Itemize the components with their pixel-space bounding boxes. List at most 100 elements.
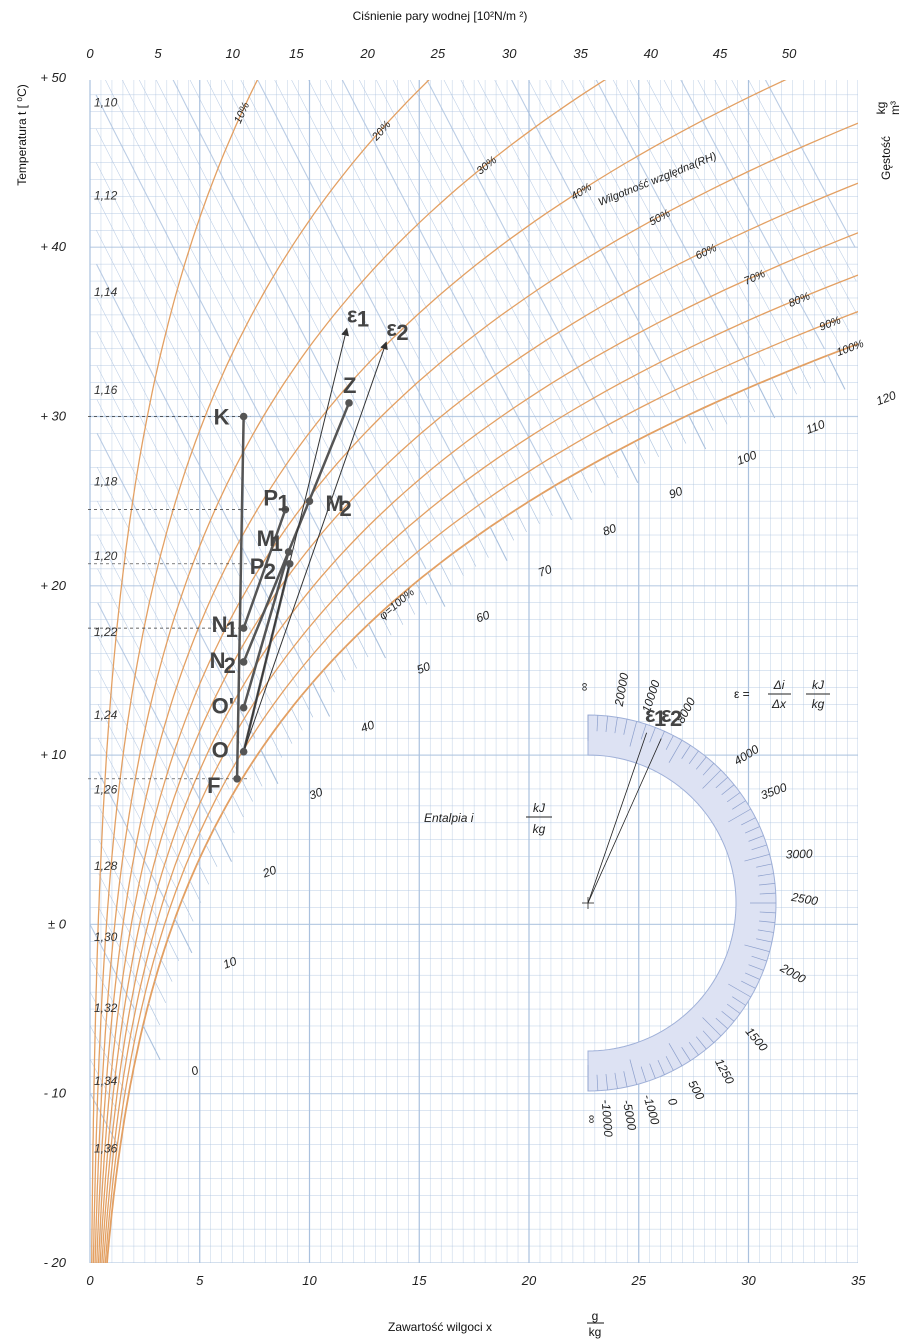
density-label: 1,16	[94, 383, 118, 397]
enthalpy-grid-line	[155, 80, 409, 570]
enthalpy-grid-line	[358, 80, 563, 468]
protractor-eps2-sub: 2	[670, 706, 682, 731]
enthalpy-tick	[312, 682, 331, 717]
protractor-tick	[757, 929, 774, 933]
protractor-tick	[759, 892, 776, 895]
protractor-band	[587, 714, 777, 1092]
protractor-tick	[605, 715, 608, 732]
x-tick-label: 20	[521, 1273, 537, 1288]
point-label: Z	[343, 373, 356, 398]
protractor-tick	[744, 854, 770, 862]
enthalpy-tick	[743, 389, 756, 413]
rh-label-90: 90%	[818, 314, 843, 333]
enthalpy-grid-line	[460, 80, 648, 434]
enthalpy-grid-line	[189, 80, 435, 553]
top-tick-label: 35	[573, 46, 588, 61]
enthalpy-tick-label: 90	[667, 484, 685, 502]
protractor-tick	[756, 938, 772, 943]
protractor-tick	[757, 873, 774, 877]
enthalpy-grid-line	[97, 568, 221, 807]
enthalpy-grid-line	[764, 80, 856, 248]
enthalpy-scale: 0 10 20 30 40 50 60 70 80 90 100 110 120	[142, 355, 898, 1078]
enthalpy-grid-line	[96, 263, 307, 671]
enthalpy-label: Entalpia i	[424, 811, 474, 825]
protractor-tick	[702, 769, 722, 789]
enthalpy-unit-den: kg	[533, 822, 546, 836]
enthalpy-tick	[223, 810, 235, 834]
enthalpy-grid-line	[629, 80, 783, 366]
density-label: 1,28	[94, 859, 118, 873]
relative-humidity-curves	[91, 80, 858, 1263]
enthalpy-tick	[427, 572, 446, 607]
enthalpy-tick	[142, 1025, 161, 1060]
enthalpy-tick-label: 60	[474, 608, 492, 626]
density-axis-title: Gęstość	[879, 136, 893, 180]
enthalpy-grid-line	[426, 80, 614, 434]
protractor-tick	[695, 756, 707, 770]
x-tick-label: 15	[412, 1273, 427, 1288]
enthalpy-grid-line	[578, 80, 741, 383]
y-tick-label: + 10	[40, 747, 66, 762]
point-label-sub: 2	[264, 559, 276, 584]
protractor-tick	[614, 717, 618, 734]
process-line	[242, 402, 351, 663]
enthalpy-tick-label: 110	[804, 417, 827, 437]
point-label: F	[207, 773, 220, 798]
enthalpy-tick	[785, 372, 797, 395]
enthalpy-grid-line	[697, 80, 842, 349]
point-label: N	[210, 648, 226, 673]
enthalpy-tick	[379, 613, 392, 636]
enthalpy-grid-line	[96, 467, 247, 756]
y-tick-label: + 20	[40, 578, 66, 593]
enthalpy-tick	[799, 366, 812, 389]
x-tick-label: 30	[741, 1273, 756, 1288]
protractor-label: 1500	[743, 1025, 771, 1055]
epsilon-formula-den: Δx	[771, 697, 787, 711]
enthalpy-grid-line	[97, 771, 170, 908]
enthalpy-grid-line	[98, 839, 161, 959]
point-N1	[239, 624, 248, 632]
protractor-tick	[596, 1074, 599, 1091]
protractor-tick	[649, 727, 656, 743]
point-label: M	[326, 491, 344, 516]
enthalpy-grid-line	[96, 331, 290, 705]
protractor-tick	[715, 776, 728, 789]
enthalpy-tick	[674, 421, 687, 444]
protractor-tick	[688, 1041, 699, 1056]
enthalpy-tick	[813, 360, 826, 384]
enthalpy-tick	[323, 670, 335, 693]
protractor-label: -5000	[620, 1099, 639, 1132]
enthalpy-grid-line	[308, 80, 529, 502]
point-label-sub: 2	[224, 653, 236, 678]
enthalpy-grid-line	[98, 873, 152, 976]
enthalpy-grid-line	[680, 80, 825, 350]
protractor-tick	[614, 1072, 618, 1089]
protractor-tick	[657, 1059, 665, 1075]
protractor-eps1: ε	[645, 702, 656, 727]
point-M1	[284, 548, 293, 556]
enthalpy-tick	[452, 553, 464, 576]
enthalpy-grid-line	[95, 162, 341, 637]
rh-curve-100	[106, 342, 858, 1263]
rh-curve-20	[92, 80, 430, 1263]
enthalpy-grid-line	[731, 80, 858, 316]
protractor-tick	[726, 792, 741, 803]
protractor-tick	[702, 1030, 715, 1043]
enthalpy-tick-label: 20	[260, 863, 279, 881]
point-K	[239, 412, 248, 421]
protractor-tick	[715, 1017, 728, 1030]
enthalpy-grid-line	[341, 80, 555, 485]
rh-curve-30	[94, 80, 606, 1263]
enthalpy-tick	[280, 721, 293, 744]
protractor-label: 4000	[731, 742, 761, 768]
enthalpy-tick	[567, 478, 579, 501]
protractor-label: ∞	[577, 682, 591, 691]
enthalpy-tick	[154, 980, 167, 1004]
x-tick-label: 25	[631, 1273, 647, 1288]
density-label: 1,22	[94, 625, 118, 639]
point-F	[233, 775, 241, 783]
protractor-tick	[665, 735, 674, 750]
point-label-sub: 1	[277, 491, 289, 516]
protractor-tick	[681, 745, 691, 759]
